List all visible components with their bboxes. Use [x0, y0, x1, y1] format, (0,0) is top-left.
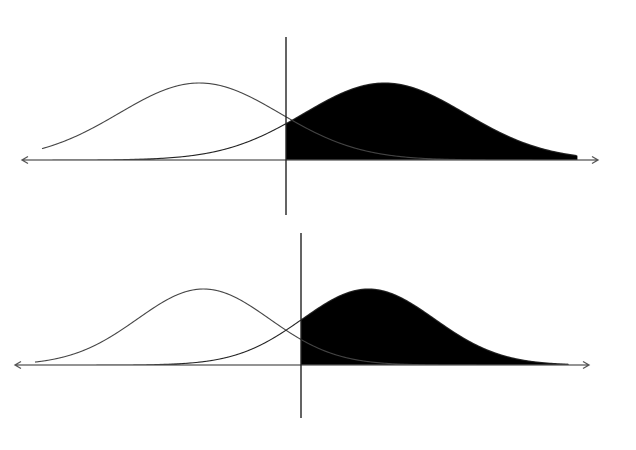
bottom-shaded-region [301, 289, 569, 365]
bottom-panel [15, 233, 589, 418]
top-panel [22, 37, 598, 215]
